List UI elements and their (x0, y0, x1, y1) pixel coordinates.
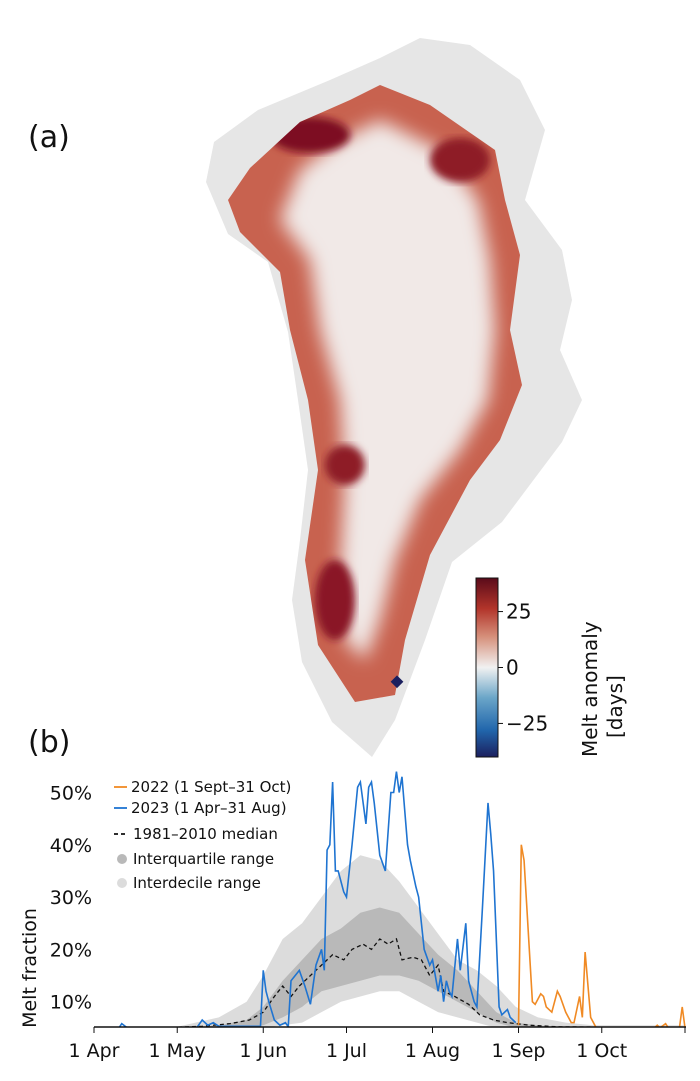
colorbar-tick-label: −25 (506, 711, 548, 735)
legend-marker (117, 854, 127, 864)
x-tick-label: 1 Oct (576, 1040, 627, 1062)
legend: 2022 (1 Sept–31 Oct) 2023 (1 Apr–31 Aug) 1… (114, 778, 291, 892)
y-tick-label: 30% (50, 887, 92, 909)
series-line-0 (517, 844, 686, 1027)
legend-marker (117, 878, 127, 888)
greenland-map (206, 38, 582, 757)
series-line-2 (165, 937, 661, 1027)
x-tick-label: 1 Jun (239, 1040, 287, 1062)
legend-label: 1981–2010 median (133, 825, 278, 843)
panel-b-label: (b) (28, 725, 70, 760)
y-axis-label: Melt fraction (19, 908, 41, 1028)
y-tick-label: 10% (50, 992, 92, 1014)
y-tick-label: 50% (50, 783, 92, 805)
panel-a-label: (a) (28, 120, 70, 155)
x-tick-label: 1 Jul (326, 1040, 367, 1062)
legend-label: Interquartile range (133, 850, 274, 868)
legend-label: 2022 (1 Sept–31 Oct) (131, 778, 291, 796)
x-tick-label: 1 Apr (69, 1040, 120, 1062)
colorbar-label-line1: Melt anomaly (578, 621, 602, 757)
negative-anomaly-patch (390, 675, 404, 689)
colorbar-gradient (475, 577, 499, 758)
colorbar: 25 0 −25 Melt anomaly [days] (475, 577, 627, 758)
colorbar-tick-label: 0 (506, 656, 519, 680)
y-tick-label: 20% (50, 939, 92, 961)
legend-label: 2023 (1 Apr–31 Aug) (131, 799, 287, 817)
x-tick-label: 1 May (149, 1040, 206, 1062)
y-tick-label: 40% (50, 835, 92, 857)
legend-label: Interdecile range (133, 874, 261, 892)
colorbar-tick-label: 25 (506, 600, 531, 624)
series-line-1 (118, 771, 517, 1027)
x-tick-label: 1 Sep (492, 1040, 546, 1062)
colorbar-label-line2: [days] (603, 675, 627, 738)
x-tick-label: 1 Aug (405, 1040, 460, 1062)
interquartile-range-band (190, 907, 557, 1027)
